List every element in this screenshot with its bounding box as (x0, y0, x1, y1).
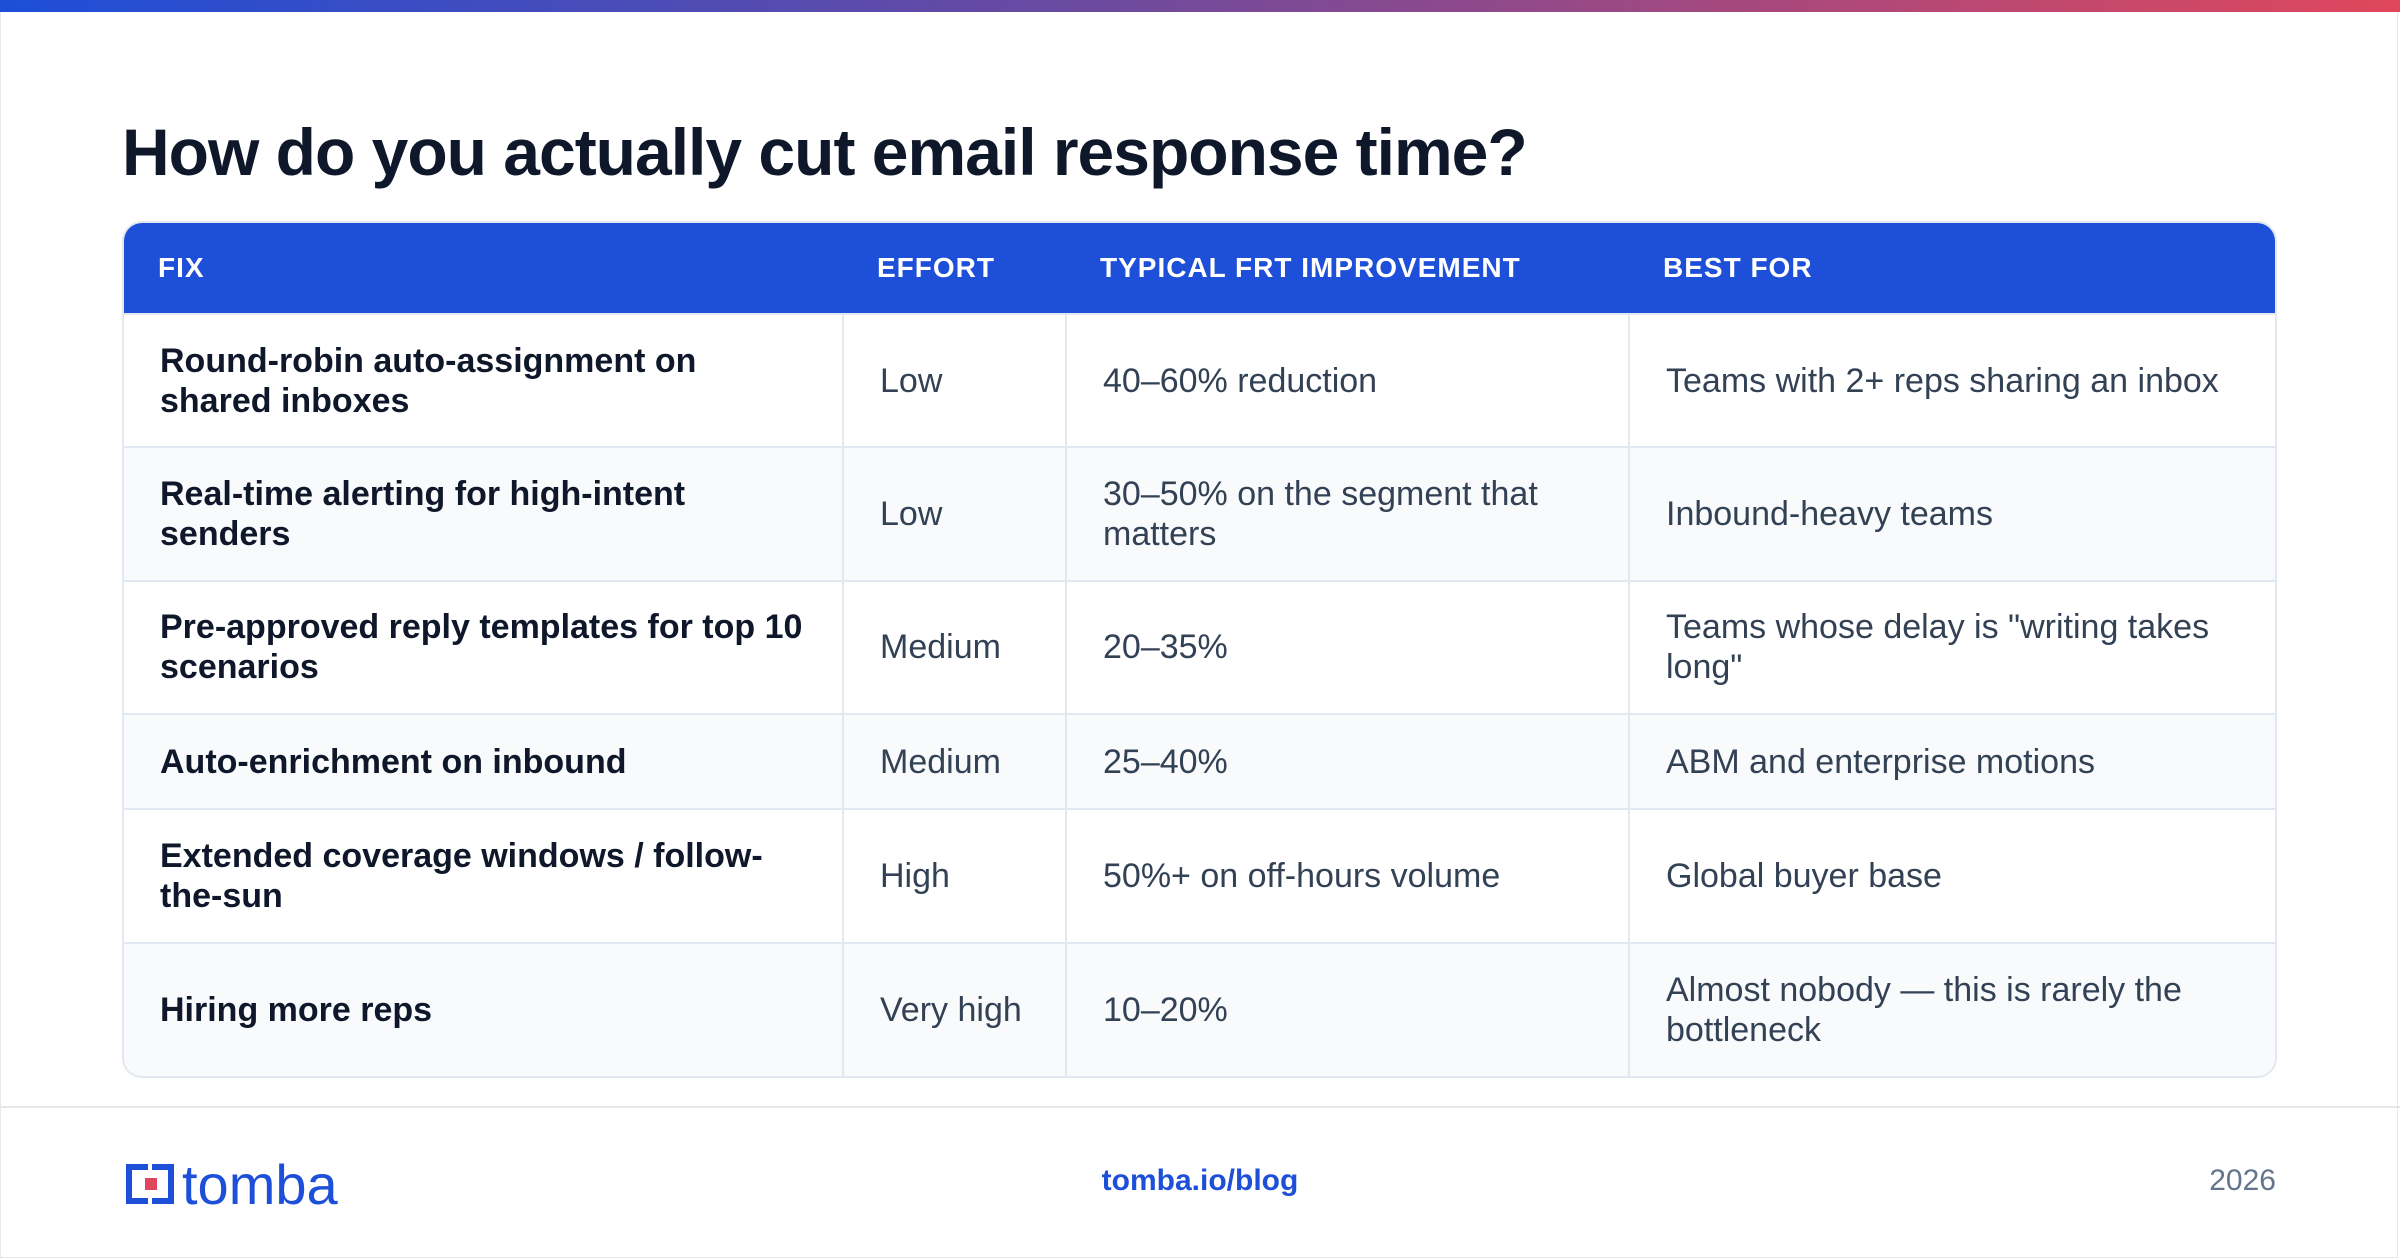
cell-fix: Pre-approved reply templates for top 10 … (124, 579, 843, 715)
cell-best-for: Almost nobody — this is rarely the bottl… (1628, 941, 2275, 1076)
footer-divider (0, 1106, 2400, 1108)
top-gradient-bar (0, 0, 2400, 12)
table-row: Auto-enrichment on inbound Medium 25–40%… (124, 713, 2275, 810)
comparison-table-container: FIX EFFORT TYPICAL FRT IMPROVEMENT BEST … (122, 221, 2277, 1078)
cell-best-for: Teams whose delay is "writing takes long… (1628, 579, 2275, 715)
cell-effort: High (842, 808, 1066, 943)
cell-improvement: 10–20% (1065, 941, 1629, 1076)
header-improvement: TYPICAL FRT IMPROVEMENT (1100, 252, 1521, 283)
cell-effort: Medium (842, 579, 1066, 715)
blog-link[interactable]: tomba.io/blog (1101, 1164, 1299, 1197)
cell-improvement: 20–35% (1065, 579, 1629, 715)
cell-fix: Auto-enrichment on inbound (124, 713, 843, 810)
table-row: Real-time alerting for high-intent sende… (124, 446, 2275, 581)
header-fix: FIX (158, 252, 205, 283)
page-title: How do you actually cut email response t… (122, 115, 1528, 189)
cell-fix: Extended coverage windows / follow-the-s… (124, 808, 843, 943)
table-row: Hiring more reps Very high 10–20% Almost… (124, 941, 2275, 1076)
cell-improvement: 30–50% on the segment that matters (1065, 446, 1629, 581)
table-header-row: FIX EFFORT TYPICAL FRT IMPROVEMENT BEST … (124, 223, 2275, 314)
comparison-table: FIX EFFORT TYPICAL FRT IMPROVEMENT BEST … (124, 223, 2275, 1076)
tomba-logo[interactable]: tomba (122, 1156, 382, 1212)
footer-year: 2026 (2209, 1164, 2276, 1197)
cell-best-for: Inbound-heavy teams (1628, 446, 2275, 581)
cell-best-for: Global buyer base (1628, 808, 2275, 943)
cell-improvement: 50%+ on off-hours volume (1065, 808, 1629, 943)
cell-effort: Low (842, 446, 1066, 581)
cell-best-for: Teams with 2+ reps sharing an inbox (1628, 312, 2275, 448)
cell-fix: Real-time alerting for high-intent sende… (124, 446, 843, 581)
header-effort: EFFORT (877, 252, 995, 283)
cell-improvement: 40–60% reduction (1065, 312, 1629, 448)
cell-fix: Hiring more reps (124, 941, 843, 1076)
tomba-logo-icon (126, 1164, 174, 1204)
cell-improvement: 25–40% (1065, 713, 1629, 810)
table-row: Round-robin auto-assignment on shared in… (124, 312, 2275, 448)
tomba-logo-text: tomba (182, 1156, 338, 1212)
header-best-for: BEST FOR (1663, 252, 1813, 283)
table-row: Extended coverage windows / follow-the-s… (124, 808, 2275, 943)
cell-best-for: ABM and enterprise motions (1628, 713, 2275, 810)
cell-effort: Very high (842, 941, 1066, 1076)
cell-effort: Low (842, 312, 1066, 448)
table-row: Pre-approved reply templates for top 10 … (124, 579, 2275, 715)
cell-effort: Medium (842, 713, 1066, 810)
cell-fix: Round-robin auto-assignment on shared in… (124, 312, 843, 448)
